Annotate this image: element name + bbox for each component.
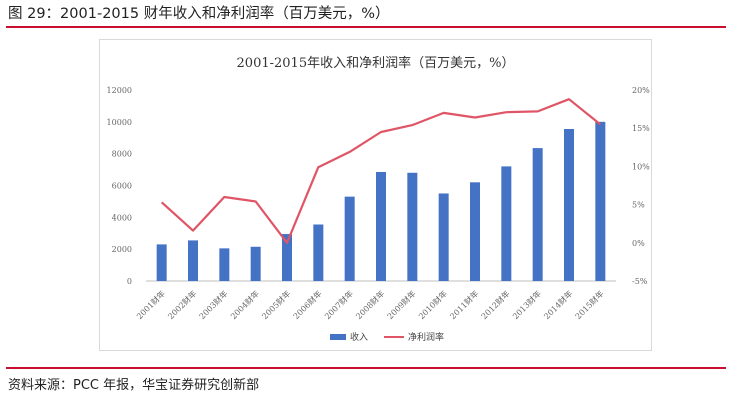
- x-axis-labels: 2001财年 2002财年 2003财年 2004财年 2005财年 2006财年 2007…: [134, 288, 605, 321]
- revenue-bar: [438, 193, 449, 281]
- left-tick-label: 10000: [107, 118, 132, 127]
- revenue-bar: [344, 196, 355, 281]
- top-divider: [6, 26, 726, 28]
- left-tick-label: 12000: [107, 86, 132, 95]
- x-tick-label: 2015财年: [573, 288, 606, 321]
- revenue-bar: [501, 166, 512, 281]
- left-tick-label: 2000: [112, 245, 132, 254]
- chart-title: 2001-2015年收入和净利润率（百万美元，%）: [237, 55, 515, 71]
- x-tick-label: 2013财年: [510, 288, 543, 321]
- source-note: 资料来源：PCC 年报，华宝证券研究创新部: [8, 378, 260, 393]
- right-tick-label: 0%: [632, 239, 645, 248]
- right-tick-label: 10%: [632, 162, 650, 171]
- x-tick-label: 2008财年: [354, 288, 387, 321]
- legend: 收入 净利润率: [330, 331, 444, 343]
- x-tick-label: 2004财年: [228, 288, 261, 321]
- revenue-bar: [156, 244, 167, 281]
- revenue-bar: [407, 172, 418, 281]
- revenue-bar: [470, 182, 480, 281]
- revenue-bar: [282, 234, 292, 281]
- x-tick-label: 2006财年: [291, 288, 324, 321]
- figure-title: 图 29：2001-2015 财年收入和净利润率（百万美元，%）: [8, 6, 390, 22]
- x-tick-label: 2009财年: [385, 288, 418, 321]
- right-tick-label: 15%: [632, 124, 650, 133]
- revenue-bar: [219, 248, 230, 281]
- x-tick-label: 2003财年: [197, 288, 230, 321]
- left-tick-label: 0: [127, 277, 132, 286]
- legend-revenue-swatch: [330, 334, 346, 340]
- left-tick-label: 8000: [112, 150, 132, 159]
- revenue-bar: [376, 171, 386, 281]
- left-axis-ticks: 0 2000 4000 6000 8000 10000 12000: [107, 86, 132, 286]
- revenue-bar: [313, 224, 324, 281]
- bottom-divider: [6, 367, 726, 369]
- right-tick-label: -5%: [632, 277, 648, 286]
- left-tick-label: 6000: [112, 182, 132, 191]
- net-margin-line: [160, 98, 601, 244]
- revenue-bar: [188, 240, 198, 281]
- x-tick-label: 2001财年: [134, 288, 167, 321]
- revenue-bar: [532, 148, 543, 281]
- legend-margin-label: 净利润率: [408, 331, 444, 343]
- x-tick-label: 2010财年: [416, 288, 449, 321]
- chart-svg: 2001-2015年收入和净利润率（百万美元，%） 0 2000 4000 6000 8…: [107, 55, 651, 343]
- revenue-bar: [564, 128, 574, 281]
- right-tick-label: 5%: [632, 201, 645, 210]
- revenue-bars: [156, 121, 606, 281]
- x-tick-label: 2002财年: [166, 288, 199, 321]
- left-tick-label: 4000: [112, 213, 132, 222]
- x-tick-label: 2007财年: [322, 288, 355, 321]
- x-tick-label: 2012财年: [479, 288, 512, 321]
- x-tick-label: 2005财年: [260, 288, 293, 321]
- legend-revenue-label: 收入: [350, 331, 368, 343]
- right-axis-ticks: -5% 0% 5% 10% 15% 20%: [632, 86, 650, 286]
- revenue-bar: [595, 121, 606, 281]
- right-tick-label: 20%: [632, 86, 650, 95]
- x-tick-label: 2014财年: [542, 288, 575, 321]
- revenue-bar: [250, 246, 261, 281]
- chart-panel: 2001-2015年收入和净利润率（百万美元，%） 0 2000 4000 6000 8…: [99, 39, 652, 351]
- x-tick-label: 2011财年: [448, 288, 481, 321]
